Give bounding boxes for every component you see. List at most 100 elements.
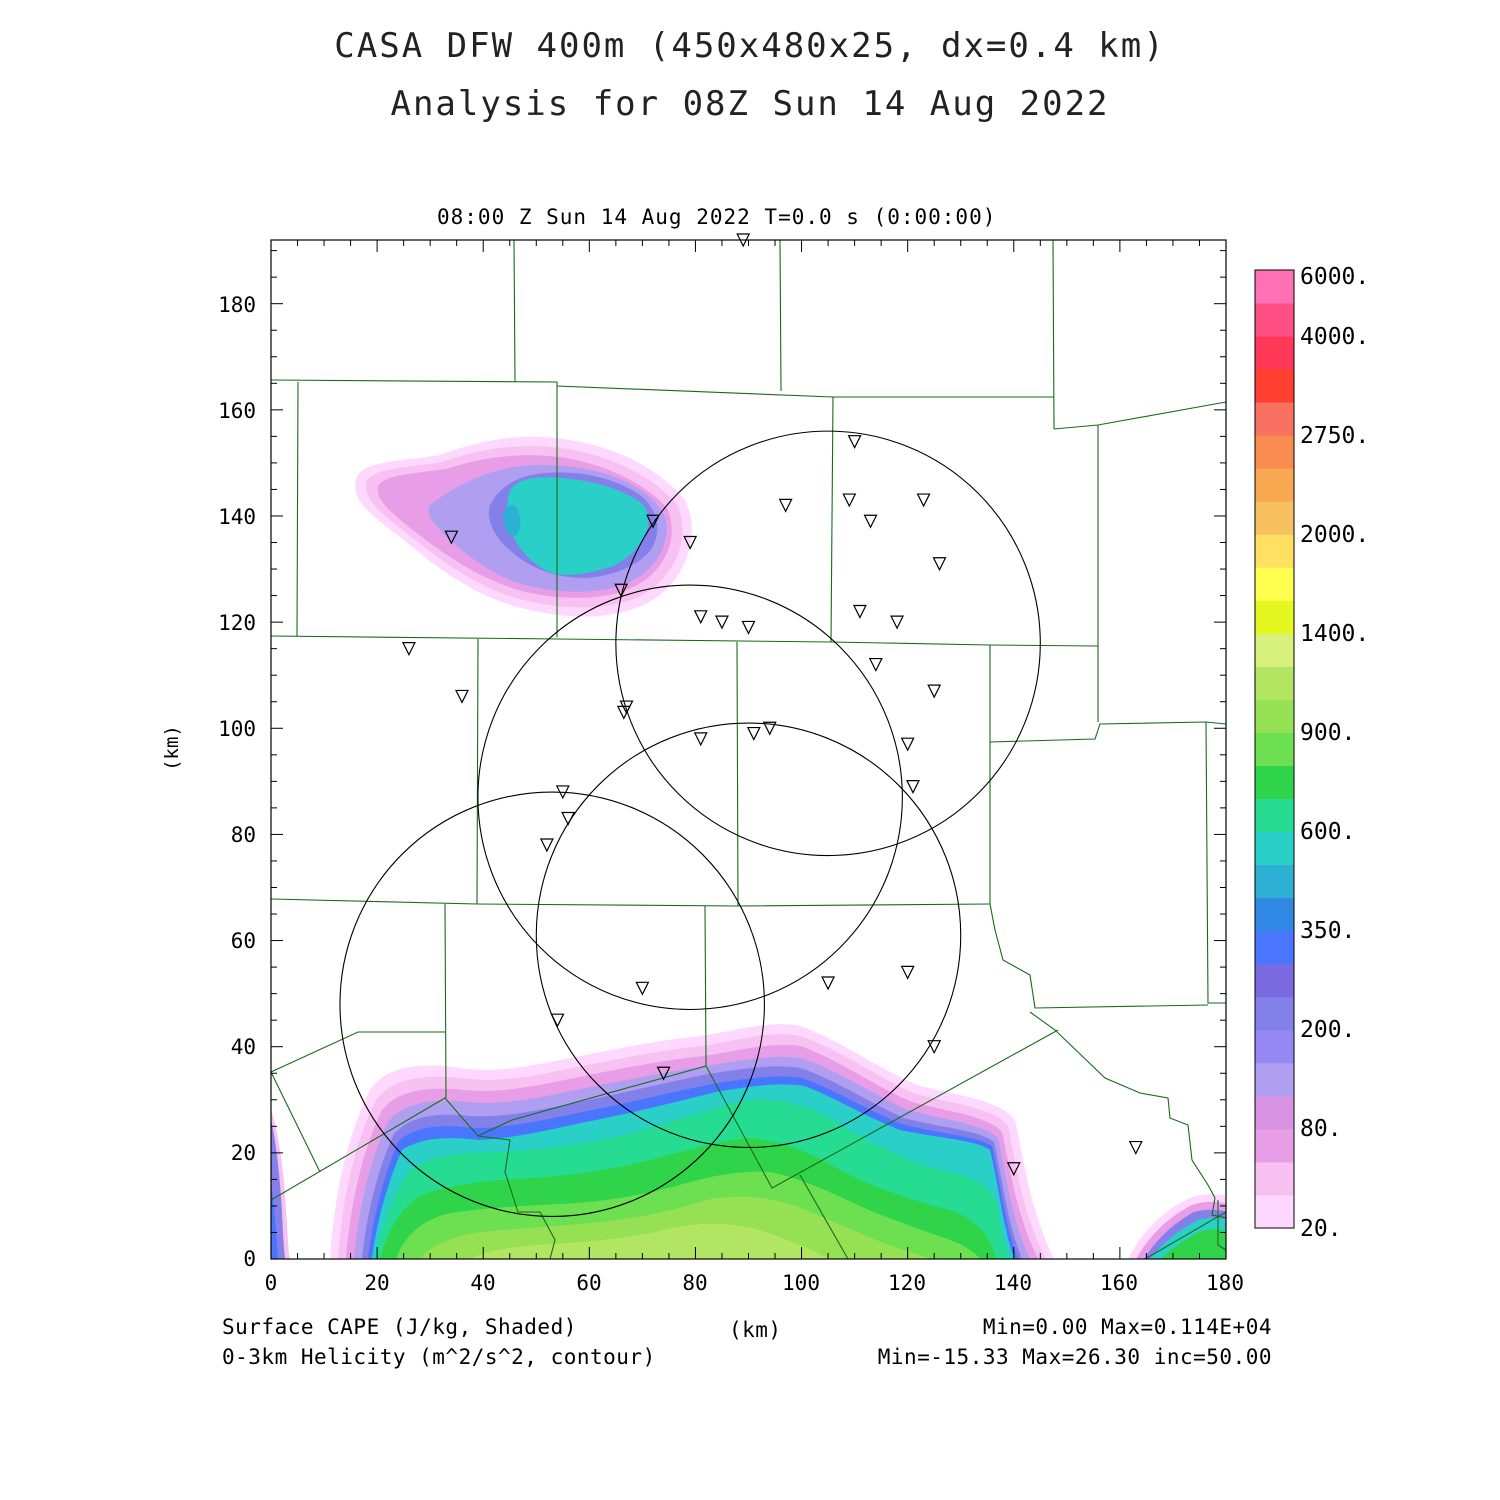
colorbar-swatch [1255, 963, 1294, 998]
footer-left-line2: 0-3km Helicity (m^2/s^2, contour) [222, 1345, 656, 1369]
y-tick-label: 180 [218, 293, 256, 317]
colorbar-label: 1400. [1300, 621, 1369, 647]
colorbar-swatch [1255, 765, 1294, 800]
station-triangle-icon [401, 642, 416, 657]
y-tick-label: 120 [218, 611, 256, 635]
x-tick-label: 120 [888, 1271, 926, 1295]
chart-subtitle: Analysis for 08Z Sun 14 Aug 2022 [390, 84, 1110, 124]
colorbar-swatch [1255, 435, 1294, 469]
footer-right-line1: Min=0.00 Max=0.114E+04 [982, 1315, 1272, 1339]
station-triangle-icon [916, 493, 931, 508]
colorbar-swatch [1255, 303, 1294, 337]
station-triangle-icon [693, 610, 708, 625]
station-triangle-icon [555, 785, 570, 800]
colorbar-swatch [1255, 633, 1294, 667]
station-triangle-icon [863, 514, 878, 529]
station-triangle-icon [842, 493, 857, 508]
cape-blob-north [355, 436, 692, 617]
y-tick-label: 80 [231, 823, 256, 847]
colorbar-label: 2750. [1300, 423, 1369, 449]
colorbar [1254, 269, 1295, 1229]
cape-blob-southeast [1128, 1194, 1226, 1259]
footer-left-line1: Surface CAPE (J/kg, Shaded) [222, 1315, 577, 1339]
cape-band-south [330, 1024, 1054, 1259]
station-triangle-icon [932, 557, 947, 572]
colorbar-swatch [1255, 501, 1294, 535]
colorbar-label: 20. [1300, 1216, 1342, 1242]
county-boundaries [271, 240, 1226, 1259]
station-triangle-icon [890, 615, 905, 630]
x-tick-label: 160 [1100, 1271, 1138, 1295]
footer-right-line2: Min=-15.33 Max=26.30 inc=50.00 [877, 1345, 1272, 1369]
x-tick-labels: 0 20 40 60 80 100 120 140 160 180 [265, 1271, 1244, 1295]
x-axis-label: (km) [729, 1318, 782, 1342]
station-triangle-icon [736, 233, 751, 248]
station-triangle-icon [614, 583, 629, 598]
colorbar-swatch [1255, 996, 1294, 1031]
station-triangle-icon [762, 721, 777, 736]
station-triangle-icon [900, 965, 915, 980]
colorbar-label: 4000. [1300, 324, 1369, 350]
colorbar-label: 900. [1300, 720, 1355, 746]
cape-shading [271, 436, 1226, 1259]
x-tick-label: 40 [470, 1271, 495, 1295]
y-tick-label: 60 [231, 929, 256, 953]
colorbar-swatch [1255, 567, 1294, 601]
station-triangle-icon [539, 838, 554, 853]
colorbar-swatch [1255, 1194, 1294, 1229]
y-tick-label: 140 [218, 505, 256, 529]
x-tick-label: 60 [576, 1271, 601, 1295]
x-tick-label: 0 [265, 1271, 278, 1295]
colorbar-swatch [1255, 1128, 1294, 1163]
x-tick-label: 100 [782, 1271, 820, 1295]
radar-ring [535, 722, 962, 1149]
y-tick-label: 160 [218, 399, 256, 423]
colorbar-swatch [1255, 831, 1294, 866]
station-markers [401, 233, 1143, 1177]
colorbar-swatch [1255, 534, 1294, 568]
colorbar-swatch [1255, 666, 1294, 700]
colorbar-swatch [1255, 369, 1294, 403]
colorbar-label: 200. [1300, 1017, 1355, 1043]
radar-ring [339, 791, 765, 1218]
station-triangle-icon [1128, 1140, 1143, 1155]
colorbar-label: 600. [1300, 819, 1355, 845]
x-tick-label: 20 [364, 1271, 389, 1295]
colorbar-swatch [1255, 468, 1294, 502]
station-triangle-icon [868, 657, 883, 672]
colorbar-swatch [1255, 1029, 1294, 1064]
colorbar-swatch [1255, 1062, 1294, 1097]
colorbar-swatch [1255, 600, 1294, 634]
colorbar-swatch [1255, 336, 1294, 370]
radar-ring [477, 584, 903, 1011]
y-axis-label: (km) [161, 725, 183, 771]
x-tick-label: 180 [1206, 1271, 1244, 1295]
colorbar-swatch [1255, 1161, 1294, 1196]
station-triangle-icon [741, 620, 756, 635]
colorbar-swatch [1255, 270, 1294, 304]
station-triangle-icon [656, 1066, 671, 1081]
station-triangle-icon [646, 514, 660, 529]
colorbar-label: 2000. [1300, 522, 1369, 548]
colorbar-swatch [1255, 699, 1294, 733]
chart-title: CASA DFW 400m (450x480x25, dx=0.4 km) [334, 26, 1166, 66]
colorbar-labels: 20. 80. 200. 350. 600. 900. 1400. 2000. … [1300, 264, 1369, 1242]
colorbar-label: 80. [1300, 1116, 1342, 1142]
radar-ring [615, 430, 1041, 857]
y-tick-label: 20 [231, 1141, 256, 1165]
colorbar-swatch [1255, 897, 1294, 932]
y-tick-labels: 0 20 40 60 80 100 120 140 160 180 [218, 293, 256, 1271]
station-triangle-icon [616, 705, 631, 720]
colorbar-swatch [1255, 732, 1294, 767]
station-triangle-icon [693, 732, 708, 747]
x-tick-label: 80 [682, 1271, 707, 1295]
station-triangle-icon [906, 780, 920, 794]
station-triangle-icon [1006, 1162, 1021, 1177]
radar-range-rings [339, 430, 1041, 1218]
valid-time-label: 08:00 Z Sun 14 Aug 2022 T=0.0 s (0:00:00… [437, 205, 997, 229]
y-tick-label: 100 [218, 717, 256, 741]
colorbar-swatch [1255, 798, 1294, 833]
station-triangle-icon [715, 615, 729, 630]
colorbar-label: 6000. [1300, 264, 1369, 290]
